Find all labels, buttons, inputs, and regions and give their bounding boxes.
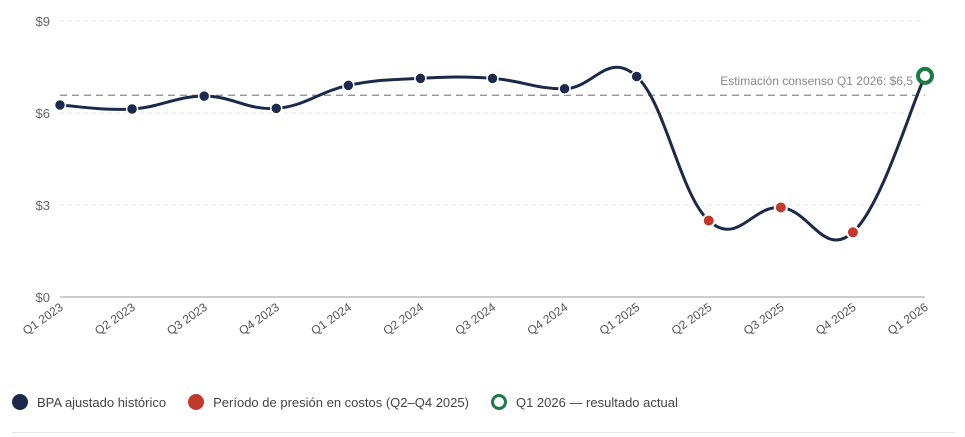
legend-navy-dot-icon	[12, 394, 28, 410]
data-point[interactable]	[53, 98, 67, 112]
x-tick-label: Q2 2023	[92, 300, 138, 338]
x-tick-label: Q1 2023	[20, 300, 66, 338]
legend-green-ring-icon	[490, 394, 507, 410]
legend-red-dot-icon	[188, 394, 205, 410]
data-point[interactable]	[630, 70, 643, 83]
legend-item-cost-pressure[interactable]: Período de presión en costos (Q2–Q4 2025…	[188, 394, 469, 410]
data-points	[53, 66, 934, 240]
y-tick-label: $3	[36, 198, 50, 213]
actual-result-marker[interactable]	[916, 66, 934, 85]
y-tick-label: $6	[36, 106, 50, 121]
eps-line-chart: $0$3$6$9 Q1 2023 Q2 2023 Q3 2023 Q4 2023 Q1 …	[20, 14, 934, 338]
legend-item-historical[interactable]: BPA ajustado histórico	[12, 394, 166, 410]
gridlines	[60, 20, 925, 298]
data-point[interactable]	[486, 72, 499, 85]
y-tick-label: $9	[36, 14, 50, 29]
legend-label: BPA ajustado histórico	[37, 394, 167, 410]
x-tick-label: Q2 2025	[669, 300, 715, 338]
data-point[interactable]	[270, 102, 283, 115]
cost-pressure-point[interactable]	[701, 213, 716, 228]
data-point[interactable]	[125, 102, 139, 116]
y-axis: $0 $3 $6 $9	[36, 14, 50, 305]
x-tick-label: Q4 2023	[236, 300, 282, 338]
x-tick-label: Q4 2024	[525, 300, 571, 338]
x-tick-label: Q3 2025	[741, 300, 787, 338]
x-tick-label: Q1 2024	[308, 300, 354, 338]
x-tick-label: Q2 2024	[380, 300, 426, 338]
chart-legend: BPA ajustado histórico Período de presió…	[12, 394, 700, 410]
y-tick-label: $0	[36, 290, 50, 305]
x-tick-label: Q1 2025	[597, 300, 643, 338]
cost-pressure-point[interactable]	[773, 200, 788, 215]
x-tick-label: Q4 2025	[813, 300, 859, 338]
consensus-annotation: Estimación consenso Q1 2026: $6,5	[720, 74, 913, 88]
data-point[interactable]	[197, 89, 211, 103]
data-point[interactable]	[342, 79, 355, 92]
eps-series-line	[58, 65, 927, 242]
data-point[interactable]	[558, 82, 571, 96]
legend-label: Período de presión en costos (Q2–Q4 2025…	[213, 394, 469, 410]
x-axis: Q1 2023 Q2 2023 Q3 2023 Q4 2023 Q1 2024 Q2 20…	[20, 300, 931, 338]
footer-divider	[12, 432, 955, 433]
x-tick-label: Q3 2024	[452, 300, 498, 338]
legend-label: Q1 2026 — resultado actual	[515, 394, 678, 410]
x-tick-label: Q1 2026	[885, 300, 931, 338]
data-point[interactable]	[414, 72, 427, 85]
legend-item-actual-result[interactable]: Q1 2026 — resultado actual	[490, 394, 678, 410]
x-tick-label: Q3 2023	[164, 300, 210, 338]
cost-pressure-point[interactable]	[845, 225, 860, 240]
